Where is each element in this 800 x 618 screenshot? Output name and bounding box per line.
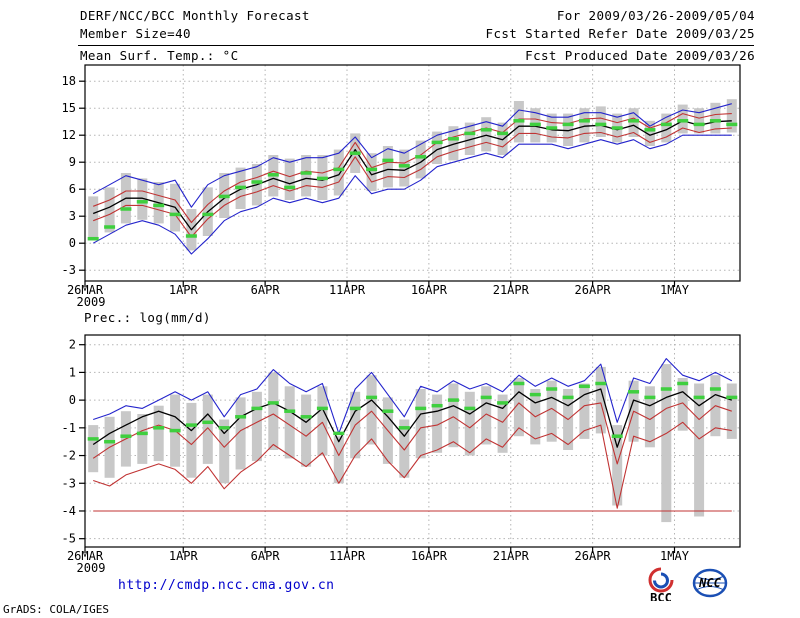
header-row-1: DERF/NCC/BCC Monthly Forecast For 2009/0… <box>80 8 755 23</box>
y-tick-label: -5 <box>62 532 76 546</box>
bcc-logo-blue-swirl <box>653 572 669 589</box>
temp-chart-title: Mean Surf. Temp.: °C <box>80 48 239 63</box>
produced-date-label: Fcst Produced Date 2009/03/26 <box>525 48 755 63</box>
x-tick-label: 26APR <box>575 283 612 297</box>
x-tick-label: 26MAR <box>67 549 104 563</box>
series-upper-quartile <box>92 402 732 465</box>
bcc-logo: BCC <box>648 567 674 604</box>
ncc-logo-lines <box>694 576 726 590</box>
forecast-range: For 2009/03/26-2009/05/04 <box>556 8 755 23</box>
x-tick-sublabel: 2009 <box>77 295 106 309</box>
header-row-2: Member Size=40 Fcst Started Refer Date 2… <box>80 26 755 41</box>
series-lower-quartile <box>93 127 732 238</box>
ensemble-spread-bars <box>88 364 737 523</box>
grads-credit-strip: GrADS: COLA/IGES <box>0 601 800 618</box>
series-upper-quartile <box>93 113 732 224</box>
series-ensemble-median <box>92 120 732 231</box>
y-tick-label: 18 <box>62 74 76 88</box>
header-row-3: Mean Surf. Temp.: °C Fcst Produced Date … <box>80 48 755 63</box>
x-tick-label: 6APR <box>251 283 281 297</box>
x-tick-label: 1APR <box>169 549 199 563</box>
page-title: DERF/NCC/BCC Monthly Forecast <box>80 8 310 23</box>
source-url-link[interactable]: http://cmdp.ncc.cma.gov.cn <box>118 578 335 593</box>
bcc-logo-label: BCC <box>650 591 672 604</box>
y-tick-label: 12 <box>62 128 76 142</box>
x-tick-sublabel: 2009 <box>77 561 106 575</box>
series-lower-quartile <box>93 421 732 509</box>
y-tick-label: 2 <box>69 338 76 352</box>
y-tick-label: 3 <box>69 209 76 223</box>
grads-credit-label: GrADS: COLA/IGES <box>3 603 109 616</box>
y-tick-label: 0 <box>69 393 76 407</box>
header-divider <box>78 45 754 46</box>
x-tick-label: 26MAR <box>67 283 104 297</box>
x-tick-label: 11APR <box>329 283 366 297</box>
y-tick-label: 0 <box>69 236 76 250</box>
x-tick-label: 21APR <box>493 283 530 297</box>
bcc-logo-red-swirl <box>648 567 674 593</box>
series-green-dash-marks <box>87 381 738 444</box>
y-tick-label: 15 <box>62 101 76 115</box>
x-tick-label: 1APR <box>169 283 199 297</box>
member-size-label: Member Size=40 <box>80 26 191 41</box>
y-tick-label: -3 <box>62 476 76 490</box>
y-tick-label: -2 <box>62 449 76 463</box>
x-tick-label: 1MAY <box>660 283 690 297</box>
x-tick-label: 16APR <box>411 549 448 563</box>
series-ensemble-min <box>92 134 732 255</box>
ncc-logo: NCC <box>692 568 728 598</box>
y-tick-label: 1 <box>69 365 76 379</box>
gridlines <box>84 335 740 547</box>
x-tick-label: 26APR <box>575 549 612 563</box>
y-tick-label: -3 <box>62 263 76 277</box>
refer-date-label: Fcst Started Refer Date 2009/03/25 <box>485 26 755 41</box>
series-ensemble-max <box>92 103 732 208</box>
prec-chart-title: Prec.: log(mm/d) <box>84 310 211 325</box>
x-tick-label: 6APR <box>251 549 281 563</box>
y-tick-label: 6 <box>69 182 76 196</box>
gridlines <box>84 65 740 281</box>
series-green-dash-marks <box>87 119 738 241</box>
x-tick-label: 16APR <box>411 283 448 297</box>
y-tick-label: 9 <box>69 155 76 169</box>
x-tick-label: 21APR <box>493 549 530 563</box>
y-tick-label: -1 <box>62 421 76 435</box>
series-ensemble-max <box>93 358 733 434</box>
x-tick-label: 11APR <box>329 549 366 563</box>
x-tick-label: 1MAY <box>660 549 690 563</box>
series-ensemble-median <box>92 388 733 448</box>
ncc-logo-label: NCC <box>698 576 721 590</box>
y-tick-label: -4 <box>62 504 76 518</box>
